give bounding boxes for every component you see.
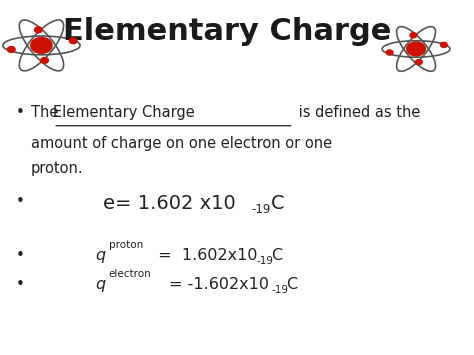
Text: = -1.602x10: = -1.602x10 xyxy=(169,277,269,292)
Text: q: q xyxy=(96,277,106,292)
Text: C: C xyxy=(271,195,284,213)
Text: •: • xyxy=(16,105,24,120)
Text: -19: -19 xyxy=(272,285,289,295)
Text: -19: -19 xyxy=(251,203,271,216)
Ellipse shape xyxy=(407,42,425,56)
Text: q: q xyxy=(96,248,106,263)
Text: •: • xyxy=(16,277,24,292)
Text: C: C xyxy=(271,248,282,263)
Text: proton: proton xyxy=(109,240,143,250)
Text: C: C xyxy=(286,277,297,292)
Text: •: • xyxy=(16,248,24,263)
Ellipse shape xyxy=(41,58,48,63)
Ellipse shape xyxy=(410,33,417,38)
Text: Elementary Charge: Elementary Charge xyxy=(64,17,392,46)
Text: amount of charge on one electron or one: amount of charge on one electron or one xyxy=(31,136,332,151)
Text: •: • xyxy=(16,195,24,209)
Text: The: The xyxy=(31,105,63,120)
Text: -19: -19 xyxy=(257,256,274,266)
Text: Elementary Charge: Elementary Charge xyxy=(53,105,195,120)
Text: electron: electron xyxy=(109,269,152,279)
Ellipse shape xyxy=(31,38,52,53)
Ellipse shape xyxy=(386,50,393,55)
Ellipse shape xyxy=(415,60,422,65)
Ellipse shape xyxy=(8,47,15,52)
Text: =  1.602x10: = 1.602x10 xyxy=(153,248,258,263)
Text: proton.: proton. xyxy=(31,160,83,176)
Text: is defined as the: is defined as the xyxy=(293,105,420,120)
Ellipse shape xyxy=(35,27,42,33)
Ellipse shape xyxy=(440,42,447,48)
Text: e= 1.602 x10: e= 1.602 x10 xyxy=(103,195,236,213)
Ellipse shape xyxy=(69,38,77,44)
